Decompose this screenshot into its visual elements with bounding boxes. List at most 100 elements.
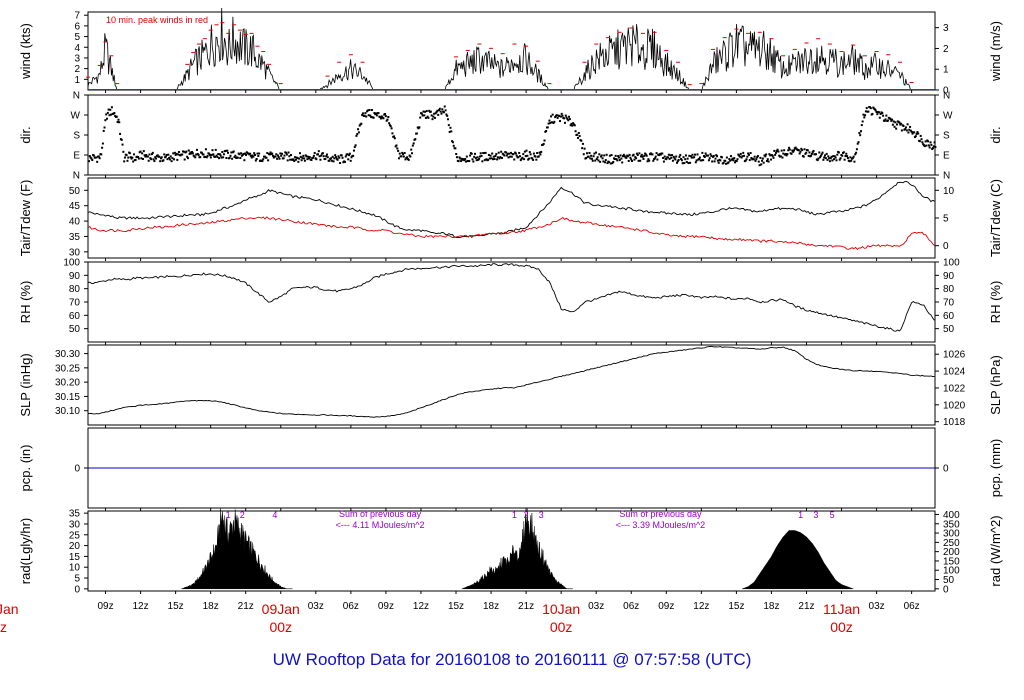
dir-point (914, 135, 917, 138)
dir-point (907, 131, 910, 134)
dir-point (620, 157, 623, 160)
dir-point (432, 115, 435, 118)
dir-point (715, 154, 718, 157)
dir-point (170, 160, 173, 163)
dir-point (815, 153, 818, 156)
rad-hour-mark: 2 (240, 510, 245, 520)
dir-point (402, 153, 405, 156)
dir-point (269, 151, 272, 154)
dir-point (390, 127, 393, 130)
dir-point (127, 156, 130, 159)
xtick-label: 06z (623, 601, 639, 612)
dir-point (473, 155, 476, 158)
dir-point (137, 157, 140, 160)
dir-point (733, 157, 736, 160)
dir-point (765, 159, 768, 162)
dir-point (518, 151, 521, 154)
dir-point (372, 116, 375, 119)
dir-point (667, 153, 670, 156)
dir-point (318, 155, 321, 158)
dir-point (904, 126, 907, 129)
dir-point (716, 159, 719, 162)
dir-point (510, 155, 513, 158)
dir-point (555, 114, 558, 117)
dir-point (747, 152, 750, 155)
dir-point (632, 153, 635, 156)
dir-point (891, 118, 894, 121)
dir-point (755, 158, 758, 161)
dir-point (266, 151, 269, 154)
dir-point (655, 152, 658, 155)
dir-point (788, 146, 791, 149)
ytick-label-left: 30.30 (55, 349, 80, 360)
dir-point (765, 153, 768, 156)
dir-point (566, 117, 569, 120)
slp-frame (87, 344, 936, 426)
dir-point (684, 158, 687, 161)
dir-point (146, 155, 149, 158)
dir-point (869, 107, 872, 110)
dir-point (739, 152, 742, 155)
dir-point (653, 157, 656, 160)
dir-point (199, 156, 202, 159)
dir-point (340, 154, 343, 157)
ytick-label-right: 1 (943, 65, 949, 76)
dir-point (253, 152, 256, 155)
dir-point (393, 135, 396, 138)
dir-point (355, 134, 358, 137)
dir-point (689, 155, 692, 158)
dir-point (175, 152, 178, 155)
rh-frame (87, 261, 936, 343)
dir-point (334, 156, 337, 159)
dir-panel: N NE ES SW WN N (71, 91, 953, 182)
dir-point (113, 112, 116, 115)
dir-point (521, 156, 524, 159)
dir-point (648, 159, 651, 162)
dir-point (659, 153, 662, 156)
dir-point (477, 158, 480, 161)
ytick-label-right: 70 (943, 298, 955, 309)
dir-point (98, 157, 101, 160)
dir-point (561, 114, 564, 117)
dir-point (312, 154, 315, 157)
dir-point (713, 160, 716, 163)
dir-point (217, 153, 220, 156)
dir-point (350, 156, 353, 159)
dir-point (230, 151, 233, 154)
dir-point (623, 155, 626, 158)
dir-point (642, 157, 645, 160)
dir-point (688, 154, 691, 157)
dir-point (298, 152, 301, 155)
dir-point (468, 160, 471, 163)
ytick-label-left: N (73, 171, 80, 182)
dir-point (471, 158, 474, 161)
dir-point (233, 156, 236, 159)
dir-point (601, 157, 604, 160)
dir-point (871, 112, 874, 115)
slp-ylabel-right: SLP (hPa) (988, 355, 1003, 415)
dir-point (788, 148, 791, 151)
dir-point (818, 151, 821, 154)
dir-point (860, 124, 863, 127)
dir-point (150, 153, 153, 156)
dir-point (741, 155, 744, 158)
dir-point (166, 158, 169, 161)
ytick-label-left: 45 (69, 201, 81, 212)
xtick-label: 15z (728, 601, 744, 612)
dir-point (614, 154, 617, 157)
dir-point (792, 150, 795, 153)
dir-point (165, 153, 168, 156)
wind-peak-marks (86, 22, 914, 86)
dir-point (357, 131, 360, 134)
dir-point (219, 154, 222, 157)
dir-point (288, 155, 291, 158)
dir-point (423, 114, 426, 117)
dir-point (168, 158, 171, 161)
dir-point (583, 147, 586, 150)
dir-point (148, 153, 151, 156)
dir-point (740, 156, 743, 159)
ytick-label-right: 60 (943, 311, 955, 322)
dir-point (911, 132, 914, 135)
ytick-label-left: 30.10 (55, 406, 80, 417)
dir-point (228, 156, 231, 159)
